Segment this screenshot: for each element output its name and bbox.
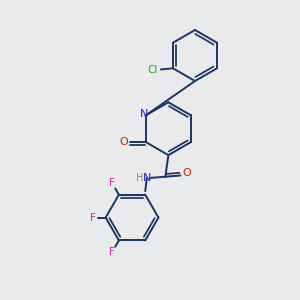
Text: H: H [136, 173, 144, 183]
Text: O: O [183, 168, 191, 178]
Text: F: F [109, 178, 115, 188]
Text: F: F [109, 247, 115, 257]
Text: N: N [143, 173, 152, 183]
Text: F: F [89, 213, 95, 223]
Text: O: O [119, 137, 128, 147]
Text: N: N [140, 109, 148, 119]
Text: Cl: Cl [148, 65, 158, 75]
